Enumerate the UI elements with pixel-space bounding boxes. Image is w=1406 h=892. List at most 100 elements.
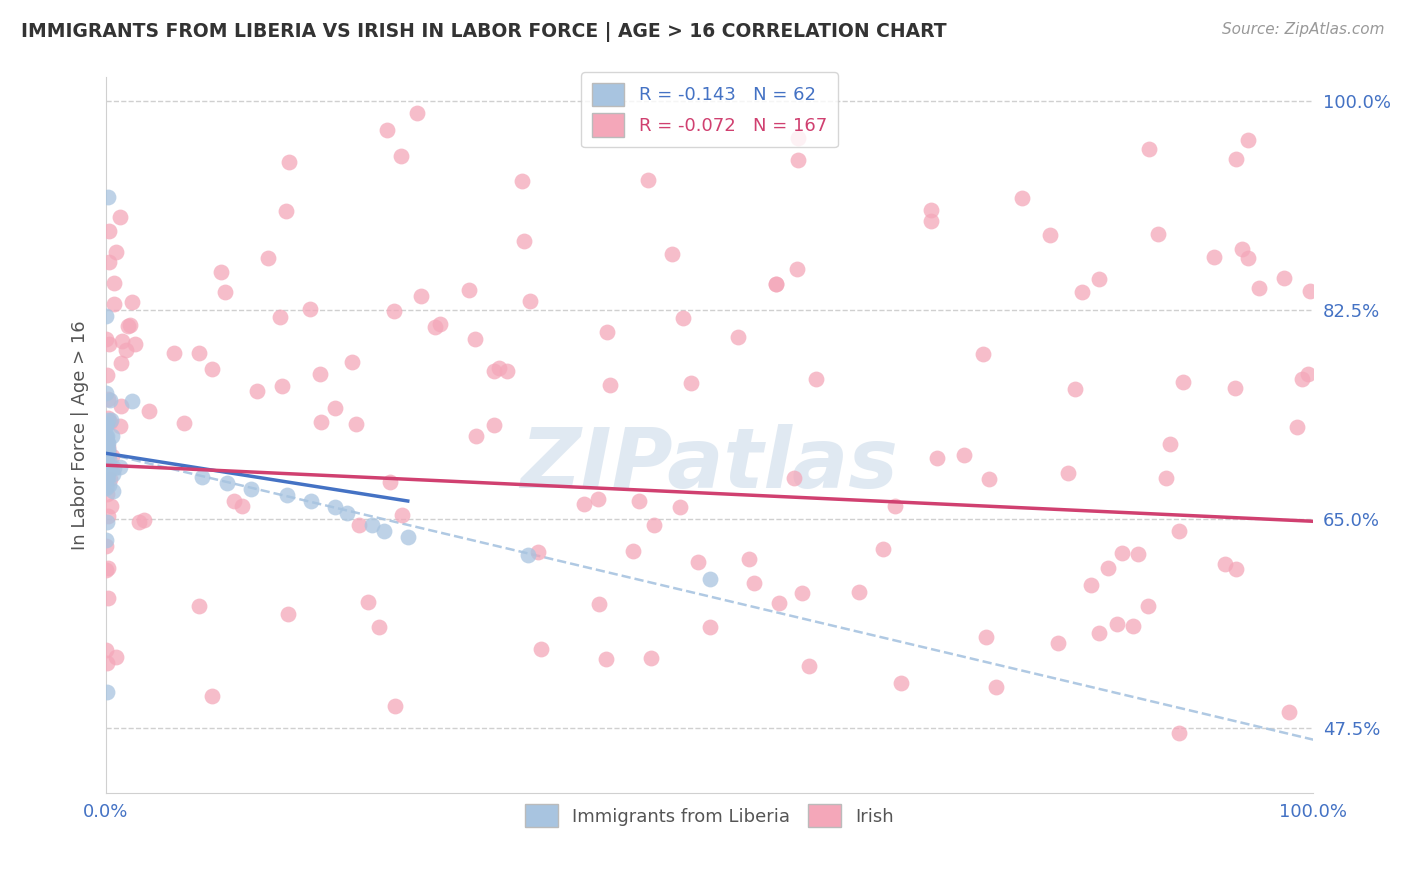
Point <box>429 317 451 331</box>
Point <box>98 415 121 429</box>
Point <box>98 255 121 269</box>
Point <box>699 620 721 634</box>
Point <box>765 277 787 291</box>
Point <box>245 384 267 399</box>
Point <box>1147 227 1170 241</box>
Point <box>96 471 118 485</box>
Point <box>209 265 232 279</box>
Point <box>103 467 125 482</box>
Point <box>373 524 395 538</box>
Point <box>94 466 117 480</box>
Point <box>173 416 195 430</box>
Point <box>96 429 118 443</box>
Point <box>94 386 117 401</box>
Point <box>239 482 262 496</box>
Point <box>124 337 146 351</box>
Point <box>97 508 120 523</box>
Point <box>97 190 120 204</box>
Point <box>1225 152 1247 166</box>
Point <box>100 413 122 427</box>
Point <box>94 433 117 447</box>
Point <box>367 620 389 634</box>
Point <box>96 467 118 482</box>
Point <box>623 543 645 558</box>
Point <box>97 591 120 605</box>
Point <box>96 643 118 657</box>
Point <box>323 500 346 514</box>
Point <box>586 491 609 506</box>
Point <box>627 494 650 508</box>
Point <box>96 434 118 449</box>
Y-axis label: In Labor Force | Age > 16: In Labor Force | Age > 16 <box>72 320 89 550</box>
Point <box>1046 636 1069 650</box>
Point <box>1168 726 1191 740</box>
Point <box>1126 547 1149 561</box>
Point <box>883 499 905 513</box>
Point <box>409 289 432 303</box>
Point <box>1272 271 1295 285</box>
Point <box>482 364 505 378</box>
Point <box>1038 228 1060 243</box>
Point <box>786 153 808 168</box>
Point <box>1171 375 1194 389</box>
Point <box>679 376 702 390</box>
Point <box>742 576 765 591</box>
Point <box>115 343 138 357</box>
Point <box>215 476 238 491</box>
Point <box>389 149 412 163</box>
Point <box>111 334 134 348</box>
Point <box>425 320 447 334</box>
Point <box>375 123 398 137</box>
Point <box>396 530 419 544</box>
Point <box>121 393 143 408</box>
Point <box>97 462 120 476</box>
Point <box>96 533 118 547</box>
Point <box>806 372 828 386</box>
Point <box>342 354 364 368</box>
Point <box>727 329 749 343</box>
Point <box>101 483 124 498</box>
Point <box>783 470 806 484</box>
Point <box>97 392 120 407</box>
Point <box>1159 437 1181 451</box>
Point <box>96 685 118 699</box>
Point <box>96 656 118 670</box>
Point <box>637 172 659 186</box>
Point <box>94 429 117 443</box>
Point <box>1064 382 1087 396</box>
Point <box>257 251 280 265</box>
Point <box>97 444 120 458</box>
Point <box>979 472 1001 486</box>
Point <box>94 429 117 443</box>
Point <box>1286 420 1309 434</box>
Point <box>201 362 224 376</box>
Point <box>96 561 118 575</box>
Point <box>1291 372 1313 386</box>
Point <box>311 415 333 429</box>
Point <box>94 444 117 458</box>
Point <box>792 586 814 600</box>
Point <box>347 517 370 532</box>
Point <box>97 411 120 425</box>
Point <box>94 481 117 495</box>
Point <box>513 234 536 248</box>
Point <box>464 429 486 443</box>
Point <box>94 430 117 444</box>
Point <box>643 517 665 532</box>
Point <box>128 516 150 530</box>
Point <box>786 262 808 277</box>
Point <box>94 463 117 477</box>
Point <box>661 247 683 261</box>
Point <box>517 548 540 562</box>
Point <box>103 276 125 290</box>
Point <box>96 452 118 467</box>
Point <box>323 401 346 415</box>
Point <box>596 326 619 340</box>
Point <box>1011 191 1033 205</box>
Point <box>96 432 118 446</box>
Point <box>97 413 120 427</box>
Point <box>103 297 125 311</box>
Point <box>1230 243 1253 257</box>
Point <box>274 203 297 218</box>
Point <box>97 458 120 473</box>
